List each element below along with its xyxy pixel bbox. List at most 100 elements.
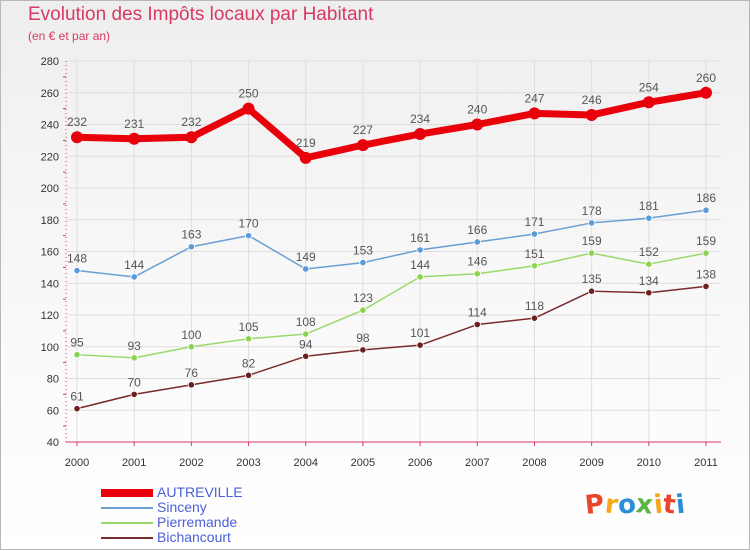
data-label-autreville: 234 — [410, 112, 430, 126]
legend-label-sinceny: Sinceny — [157, 499, 207, 515]
data-point-autreville — [185, 131, 198, 144]
data-point-bichancourt — [588, 287, 596, 295]
data-point-pierremande — [73, 351, 81, 359]
x-tick-label: 2000 — [65, 457, 89, 469]
data-point-pierremande — [702, 249, 710, 257]
y-tick-label: 140 — [41, 278, 59, 290]
y-tick-label: 200 — [41, 183, 59, 195]
data-point-autreville — [242, 102, 255, 115]
data-label-sinceny: 170 — [239, 217, 259, 231]
data-label-bichancourt: 135 — [582, 272, 602, 286]
series-line-autreville — [73, 89, 710, 162]
axes: 40 60 80 100 120 140 160 180 200 220 240 260 280 2000… — [41, 56, 721, 469]
data-point-autreville — [528, 107, 541, 120]
logo-letter: i — [674, 489, 687, 521]
series-line-bichancourt — [76, 285, 707, 410]
data-label-autreville: 246 — [582, 93, 602, 107]
legend-swatch-autreville — [101, 489, 153, 497]
data-point-sinceny — [359, 259, 367, 267]
data-label-pierremande: 159 — [582, 234, 602, 248]
data-label-autreville: 254 — [639, 80, 659, 94]
x-tick-label: 2001 — [122, 457, 146, 469]
data-label-autreville: 247 — [524, 91, 544, 105]
data-label-sinceny: 171 — [524, 215, 544, 229]
legend-item-sinceny: Sinceny — [101, 500, 321, 515]
data-label-pierremande: 144 — [410, 258, 430, 272]
data-label-bichancourt: 76 — [185, 366, 199, 380]
y-tick-label: 40 — [47, 437, 59, 449]
data-point-pierremande — [588, 249, 596, 257]
x-tick-label: 2003 — [236, 457, 260, 469]
y-tick-label: 80 — [47, 374, 59, 386]
y-tick-label: 240 — [41, 120, 59, 132]
data-point-pierremande — [187, 343, 195, 351]
data-point-bichancourt — [302, 352, 310, 360]
y-tick-label: 260 — [41, 88, 59, 100]
proxiti-logo: Proxiti — [583, 489, 687, 521]
legend-swatch-bichancourt — [101, 537, 153, 539]
data-point-autreville — [356, 139, 369, 152]
data-point-autreville — [471, 118, 484, 131]
data-label-bichancourt: 94 — [299, 337, 313, 351]
data-point-sinceny — [302, 265, 310, 273]
chart-subtitle: (en € et par an) — [28, 29, 111, 43]
data-point-bichancourt — [702, 282, 710, 291]
y-tick-label: 60 — [47, 405, 59, 417]
data-point-autreville — [128, 132, 141, 145]
x-tick-label: 2008 — [522, 457, 546, 469]
data-point-bichancourt — [244, 371, 253, 379]
data-point-bichancourt — [73, 405, 81, 413]
data-point-sinceny — [588, 219, 596, 227]
series-layer — [71, 86, 712, 413]
data-label-pierremande: 123 — [353, 291, 373, 305]
data-label-bichancourt: 138 — [696, 267, 716, 281]
data-label-sinceny: 153 — [353, 244, 373, 258]
data-point-sinceny — [187, 243, 195, 251]
data-label-bichancourt: 61 — [70, 390, 84, 404]
data-label-autreville: 232 — [67, 115, 87, 129]
data-point-autreville — [414, 128, 427, 141]
x-tick-label: 2010 — [637, 457, 661, 469]
data-label-sinceny: 186 — [696, 191, 716, 205]
legend-item-autreville: AUTREVILLE — [101, 485, 321, 500]
data-label-autreville: 232 — [181, 115, 201, 129]
data-label-pierremande: 95 — [70, 336, 84, 350]
data-label-bichancourt: 70 — [128, 375, 142, 389]
legend-label-bichancourt: Bichancourt — [157, 529, 231, 545]
data-label-pierremande: 146 — [467, 255, 487, 269]
data-label-autreville: 250 — [239, 87, 259, 101]
y-tick-label: 120 — [41, 310, 59, 322]
data-label-pierremande: 152 — [639, 245, 659, 259]
data-point-autreville — [71, 131, 83, 144]
data-point-sinceny — [416, 246, 424, 254]
data-label-pierremande: 100 — [181, 328, 201, 342]
data-point-sinceny — [244, 232, 253, 240]
y-tick-label: 180 — [41, 215, 59, 227]
data-label-bichancourt: 114 — [468, 306, 487, 320]
data-label-bichancourt: 101 — [410, 326, 430, 340]
legend-swatch-sinceny — [101, 507, 153, 509]
data-point-sinceny — [645, 214, 653, 222]
data-point-pierremande — [244, 335, 253, 343]
x-tick-label: 2004 — [293, 457, 317, 469]
x-tick-label: 2005 — [351, 457, 375, 469]
data-point-pierremande — [130, 354, 138, 362]
data-label-bichancourt: 98 — [356, 331, 370, 345]
data-label-bichancourt: 134 — [639, 274, 659, 288]
data-point-pierremande — [645, 260, 653, 268]
data-point-pierremande — [473, 270, 481, 278]
data-point-bichancourt — [473, 320, 481, 329]
x-tick-label: 2007 — [465, 457, 489, 469]
data-label-autreville: 227 — [353, 123, 373, 137]
data-point-autreville — [700, 86, 712, 99]
data-label-sinceny: 163 — [181, 228, 201, 242]
data-label-sinceny: 161 — [410, 231, 430, 245]
data-point-autreville — [585, 108, 598, 121]
data-point-bichancourt — [530, 314, 539, 322]
data-label-bichancourt: 118 — [525, 299, 544, 313]
legend-label-autreville: AUTREVILLE — [157, 484, 243, 500]
data-point-bichancourt — [416, 341, 424, 349]
data-label-pierremande: 93 — [128, 339, 142, 353]
